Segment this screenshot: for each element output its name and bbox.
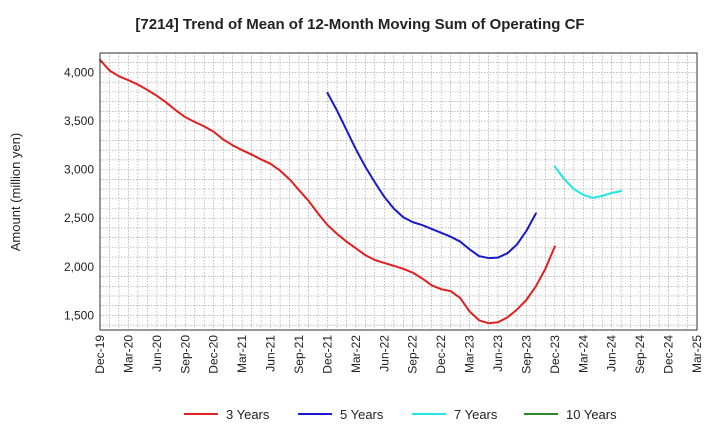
x-tick-label: Dec-22: [434, 335, 448, 374]
x-tick-labels: Dec-19 Mar-20 Jun-20 Sep-20 Dec-20 Mar-21 Jun-…: [93, 335, 704, 374]
y-tick-labels: 1,500 2,000 2,500 3,000 3,500 4,000: [64, 65, 94, 322]
x-tick-label: Sep-20: [178, 335, 192, 374]
legend-label: 7 Years: [454, 407, 498, 422]
x-tick-label: Sep-21: [292, 335, 306, 374]
x-tick-label: Dec-20: [207, 335, 221, 374]
x-tick-label: Mar-23: [463, 335, 477, 373]
x-tick-label: Sep-24: [633, 335, 647, 374]
x-tick-label: Sep-22: [406, 335, 420, 374]
y-tick-label: 2,500: [64, 211, 94, 225]
y-tick-label: 1,500: [64, 308, 94, 322]
x-tick-label: Jun-20: [150, 335, 164, 372]
y-tick-label: 3,000: [64, 163, 94, 177]
x-tick-label: Mar-24: [576, 335, 590, 373]
legend: 3 Years 5 Years 7 Years 10 Years: [184, 407, 617, 422]
x-tick-label: Jun-22: [377, 335, 391, 372]
x-tick-label: Sep-23: [519, 335, 533, 374]
chart-title: [7214] Trend of Mean of 12-Month Moving …: [135, 16, 584, 33]
y-tick-label: 4,000: [64, 65, 94, 79]
x-tick-label: Dec-19: [93, 335, 107, 374]
grid-layer: [100, 53, 697, 330]
plot-frame: [99, 52, 698, 331]
x-tick-label: Dec-23: [548, 335, 562, 374]
series-line-3-years: [99, 58, 556, 325]
y-tick-label: 2,000: [64, 260, 94, 274]
x-tick-label: Jun-23: [491, 335, 505, 372]
x-tick-label: Mar-20: [121, 335, 135, 373]
series-layer: [99, 58, 623, 325]
legend-label: 5 Years: [340, 407, 384, 422]
x-tick-label: Mar-21: [235, 335, 249, 373]
series-line-5-years: [326, 91, 537, 260]
x-tick-label: Mar-22: [349, 335, 363, 373]
legend-label: 3 Years: [226, 407, 270, 422]
x-tick-label: Dec-21: [320, 335, 334, 374]
x-tick-label: Mar-25: [690, 335, 704, 373]
series-line-7-years: [553, 165, 623, 199]
x-tick-label: Jun-21: [264, 335, 278, 372]
y-axis-label: Amount (million yen): [8, 133, 23, 252]
y-tick-label: 3,500: [64, 114, 94, 128]
x-tick-label: Jun-24: [605, 335, 619, 372]
legend-label: 10 Years: [566, 407, 617, 422]
x-tick-label: Dec-24: [662, 335, 676, 374]
